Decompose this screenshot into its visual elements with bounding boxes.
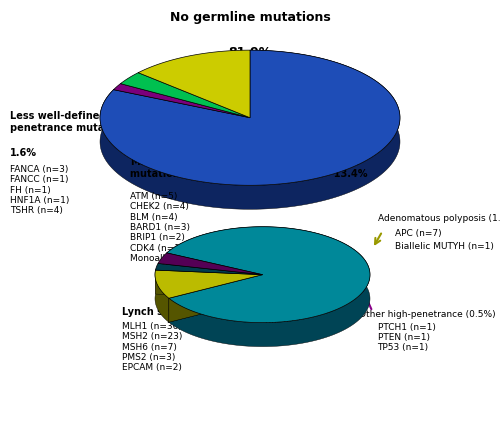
Text: Less well-defined
penetrance mutations: Less well-defined penetrance mutations [10,111,132,133]
Text: BRCA1/2 (0.3%)
BRCA1 (n=1)
BRCA2 (n=1): BRCA1/2 (0.3%) BRCA1 (n=1) BRCA2 (n=1) [265,307,336,337]
Polygon shape [158,253,262,275]
Polygon shape [166,227,370,347]
Text: 81.9%: 81.9% [228,46,272,59]
Polygon shape [138,50,250,118]
Polygon shape [114,90,250,142]
Text: 1.6%: 1.6% [10,148,37,158]
Text: Moderate-penetrance
mutations   3.2%: Moderate-penetrance mutations 3.2% [130,157,249,179]
Text: Other high-penetrance (0.5%): Other high-penetrance (0.5%) [359,310,496,319]
Polygon shape [100,50,400,185]
Text: FANCA (n=3)
FANCC (n=1)
FH (n=1)
HNF1A (n=1)
TSHR (n=4): FANCA (n=3) FANCC (n=1) FH (n=1) HNF1A (… [10,165,70,215]
Polygon shape [169,275,262,322]
Polygon shape [166,253,262,299]
Text: APC (n=7): APC (n=7) [395,229,442,238]
Polygon shape [100,50,400,209]
Polygon shape [166,227,370,323]
Text: High-penetrance
mutations   13.4%: High-penetrance mutations 13.4% [268,157,367,179]
Text: Adenomatous polyposis (1.3%): Adenomatous polyposis (1.3%) [378,214,500,223]
Polygon shape [114,84,250,118]
Polygon shape [155,270,169,322]
Text: No germline mutations: No germline mutations [170,11,330,24]
Text: MLH1 (n=36)
MSH2 (n=23)
MSH6 (n=7)
PMS2 (n=3)
EPCAM (n=2): MLH1 (n=36) MSH2 (n=23) MSH6 (n=7) PMS2 … [122,322,183,372]
Polygon shape [169,275,262,322]
Text: Lynch syndrome (11.3%): Lynch syndrome (11.3%) [122,307,258,317]
Text: ATM (n=5)
CHEK2 (n=4)
BLM (n=4)
BARD1 (n=3)
BRIP1 (n=2)
CDK4 (n=1)
Monoallelic M: ATM (n=5) CHEK2 (n=4) BLM (n=4) BARD1 (n… [130,192,242,263]
Polygon shape [156,263,262,275]
Text: Biallelic MUTYH (n=1): Biallelic MUTYH (n=1) [395,242,494,251]
Text: PTCH1 (n=1)
PTEN (n=1)
TP53 (n=1): PTCH1 (n=1) PTEN (n=1) TP53 (n=1) [378,323,436,352]
Polygon shape [155,270,262,298]
Polygon shape [120,73,250,118]
Polygon shape [156,270,262,299]
